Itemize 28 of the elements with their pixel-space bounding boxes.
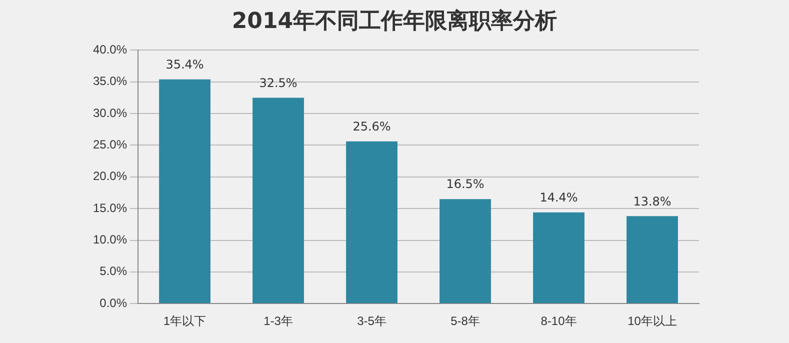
x-tick-label: 1-3年	[264, 314, 293, 328]
y-tick-label: 20.0%	[92, 169, 128, 184]
data-label: 13.8%	[633, 194, 672, 208]
bar	[626, 216, 678, 304]
y-tick-label: 35.0%	[92, 74, 128, 88]
y-tick-label: 40.0%	[92, 42, 128, 57]
y-tick-label: 10.0%	[92, 232, 128, 247]
data-label: 16.5%	[446, 177, 484, 192]
chart-title: 2014年不同工作年限离职率分析	[230, 8, 558, 36]
y-tick-label: 30.0%	[92, 106, 128, 120]
data-label: 14.4%	[540, 190, 578, 204]
bar	[346, 141, 398, 304]
bar	[533, 212, 584, 304]
data-label: 32.5%	[259, 76, 298, 90]
y-tick-label: 5.0%	[100, 264, 128, 278]
y-tick-label: 25.0%	[92, 138, 128, 152]
y-tick-label: 15.0%	[92, 200, 128, 215]
x-tick-label: 8-10年	[540, 314, 577, 328]
bar	[252, 98, 304, 304]
data-label: 35.4%	[166, 57, 204, 72]
x-tick-label: 10年以上	[628, 314, 677, 328]
data-label: 25.6%	[352, 120, 391, 134]
bar	[159, 79, 210, 304]
x-tick-label: 5-8年	[450, 314, 480, 328]
y-tick-label: 0.0%	[100, 296, 128, 310]
bar	[440, 199, 491, 304]
x-tick-label: 1年以下	[163, 314, 206, 328]
x-tick-label: 3-5年	[357, 314, 386, 328]
